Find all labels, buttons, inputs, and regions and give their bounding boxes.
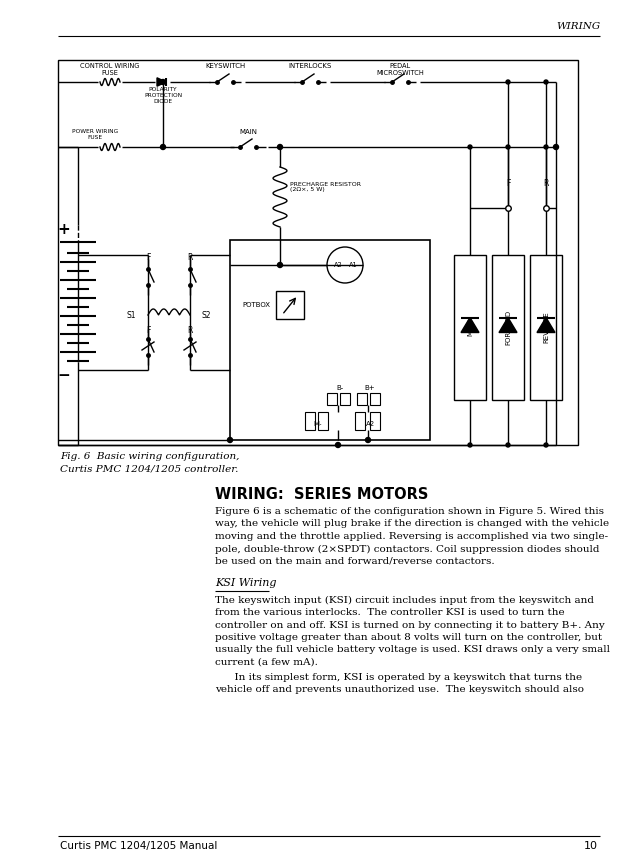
- Text: REVERSE: REVERSE: [543, 312, 549, 344]
- Text: be used on the main and forward/reverse contactors.: be used on the main and forward/reverse …: [215, 557, 494, 566]
- Circle shape: [506, 443, 510, 447]
- Text: R: R: [188, 253, 193, 262]
- Bar: [276, 291, 304, 319]
- Text: moving and the throttle applied. Reversing is accomplished via two single-: moving and the throttle applied. Reversi…: [215, 532, 608, 541]
- Text: Curtis PMC 1204/1205 Manual: Curtis PMC 1204/1205 Manual: [60, 841, 218, 851]
- Text: pole, double-throw (2×SPDT) contactors. Coil suppression diodes should: pole, double-throw (2×SPDT) contactors. …: [215, 544, 600, 554]
- Text: positive voltage greater than about 8 volts will turn on the controller, but: positive voltage greater than about 8 vo…: [215, 633, 602, 642]
- Text: current (a few mA).: current (a few mA).: [215, 658, 318, 667]
- Text: In its simplest form, KSI is operated by a keyswitch that turns the: In its simplest form, KSI is operated by…: [215, 673, 582, 681]
- Text: POLARITY
PROTECTION
DIODE: POLARITY PROTECTION DIODE: [144, 87, 182, 103]
- Text: +: +: [57, 222, 70, 238]
- Circle shape: [544, 145, 548, 149]
- Bar: [357, 393, 367, 405]
- Text: PEDAL
MICROSWITCH: PEDAL MICROSWITCH: [376, 63, 424, 76]
- Text: vehicle off and prevents unauthorized use.  The keyswitch should also: vehicle off and prevents unauthorized us…: [215, 685, 584, 694]
- Text: 10: 10: [584, 841, 598, 851]
- Circle shape: [278, 262, 283, 267]
- Text: Fig. 6  Basic wiring configuration,: Fig. 6 Basic wiring configuration,: [60, 452, 239, 461]
- Text: B-: B-: [336, 385, 344, 391]
- Bar: [327, 393, 337, 405]
- Text: controller on and off. KSI is turned on by connecting it to battery B+. Any: controller on and off. KSI is turned on …: [215, 621, 605, 629]
- Circle shape: [544, 80, 548, 84]
- Circle shape: [506, 80, 510, 84]
- Text: Curtis PMC 1204/1205 controller.: Curtis PMC 1204/1205 controller.: [60, 465, 239, 474]
- Text: usually the full vehicle battery voltage is used. KSI draws only a very small: usually the full vehicle battery voltage…: [215, 646, 610, 654]
- Text: B+: B+: [365, 385, 375, 391]
- Text: MAIN: MAIN: [467, 319, 473, 337]
- Text: A1: A1: [349, 262, 357, 268]
- Bar: [340, 393, 350, 405]
- Text: F: F: [146, 253, 150, 262]
- Polygon shape: [157, 78, 166, 86]
- Bar: [492, 255, 524, 400]
- Text: INTERLOCKS: INTERLOCKS: [288, 63, 332, 69]
- Circle shape: [278, 144, 283, 149]
- Text: way, the vehicle will plug brake if the direction is changed with the vehicle: way, the vehicle will plug brake if the …: [215, 520, 609, 529]
- Polygon shape: [461, 318, 479, 332]
- Text: KSI Wiring: KSI Wiring: [215, 577, 276, 588]
- Bar: [454, 255, 486, 400]
- Circle shape: [468, 443, 472, 447]
- Bar: [58, 60, 578, 445]
- Text: POTBOX: POTBOX: [242, 302, 270, 308]
- Circle shape: [544, 443, 548, 447]
- Bar: [370, 393, 380, 405]
- Text: Figure 6 is a schematic of the configuration shown in Figure 5. Wired this: Figure 6 is a schematic of the configura…: [215, 507, 604, 516]
- Text: R: R: [544, 179, 549, 188]
- Text: MAIN: MAIN: [239, 129, 257, 135]
- Text: A2: A2: [334, 262, 343, 268]
- Text: POWER WIRING
FUSE: POWER WIRING FUSE: [72, 129, 118, 140]
- Text: M-: M-: [314, 421, 322, 427]
- Circle shape: [336, 443, 341, 448]
- Text: S2: S2: [202, 311, 212, 319]
- Circle shape: [468, 145, 472, 149]
- Text: FORWARD: FORWARD: [505, 310, 511, 345]
- Circle shape: [161, 144, 165, 149]
- Text: WIRING:  SERIES MOTORS: WIRING: SERIES MOTORS: [215, 487, 428, 502]
- Text: The keyswitch input (KSI) circuit includes input from the keyswitch and: The keyswitch input (KSI) circuit includ…: [215, 595, 594, 605]
- Circle shape: [506, 145, 510, 149]
- Text: S1: S1: [126, 311, 136, 319]
- Circle shape: [161, 80, 165, 84]
- Polygon shape: [537, 318, 555, 332]
- Circle shape: [554, 144, 558, 149]
- Circle shape: [366, 437, 371, 443]
- Text: F: F: [506, 179, 510, 188]
- Bar: [355, 412, 365, 430]
- Text: F: F: [146, 326, 150, 335]
- Bar: [230, 240, 430, 440]
- Text: R: R: [188, 326, 193, 335]
- Text: WIRING: WIRING: [556, 22, 600, 31]
- Text: CONTROL WIRING
FUSE: CONTROL WIRING FUSE: [80, 63, 140, 76]
- Text: KEYSWITCH: KEYSWITCH: [205, 63, 245, 69]
- Bar: [370, 412, 380, 430]
- Text: −: −: [57, 367, 70, 383]
- Bar: [305, 412, 315, 430]
- Bar: [530, 255, 562, 400]
- Text: from the various interlocks.  The controller KSI is used to turn the: from the various interlocks. The control…: [215, 608, 565, 617]
- Polygon shape: [499, 318, 517, 332]
- Text: A2: A2: [366, 421, 375, 427]
- Circle shape: [228, 437, 232, 443]
- Text: PRECHARGE RESISTOR
(2Ω×, 5 W): PRECHARGE RESISTOR (2Ω×, 5 W): [290, 181, 361, 193]
- Bar: [318, 412, 328, 430]
